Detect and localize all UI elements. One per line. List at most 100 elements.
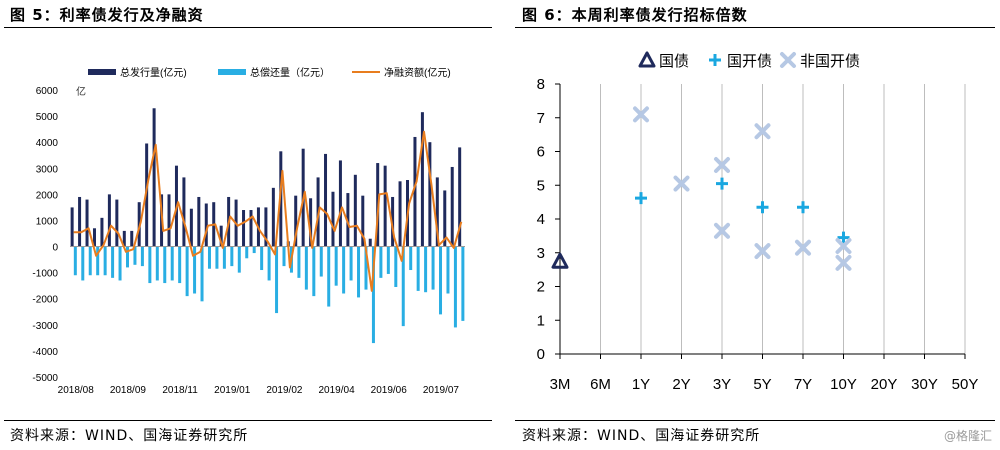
bid-multiple-scatter-chart: 0 1 2 3 4 5 6 7 8 3M 6M 1Y 2Y 3Y 5Y 7Y 10Y 20Y 30Y 50Y 国债 国开债… — [537, 51, 978, 393]
x-tick-label-6: 2019/06 — [371, 385, 408, 396]
repay-bar-9 — [140, 246, 144, 267]
x-tick-label-3: 2Y — [672, 376, 690, 393]
x-tick-label-3: 2019/01 — [214, 385, 251, 396]
repay-bar-5 — [111, 246, 115, 278]
repay-bar-6 — [118, 246, 122, 281]
repay-bar-34 — [327, 246, 331, 307]
repay-bar-45 — [409, 246, 413, 271]
y-tick-label-6: 0 — [52, 243, 58, 254]
repay-bar-33 — [319, 246, 323, 277]
issue-bar-52 — [458, 147, 462, 247]
issue-bar-34 — [324, 153, 328, 247]
repay-bar-23 — [245, 246, 249, 259]
x-tick-label-0: 3M — [550, 376, 571, 393]
point-2-2 — [714, 157, 730, 173]
repay-bar-40 — [371, 246, 375, 344]
y-tick-label-0: 6000 — [36, 86, 59, 97]
repay-bar-41 — [379, 246, 383, 278]
y-tick-label-3: 3 — [537, 245, 545, 262]
issue-bar-17 — [197, 196, 201, 247]
y-tick-label-1: 5000 — [36, 112, 59, 123]
issue-bar-37 — [346, 193, 350, 247]
y-tick-label-5: 1000 — [36, 216, 59, 227]
repay-bar-30 — [297, 246, 301, 278]
x-tick-label-1: 6M — [590, 376, 611, 393]
legend-label-2: 净融资额(亿元) — [384, 66, 451, 79]
issue-bar-6 — [115, 199, 119, 247]
issue-bar-32 — [309, 198, 313, 247]
x-tick-label-7: 2019/07 — [423, 385, 460, 396]
issue-bar-2 — [85, 199, 89, 247]
x-tick-label-8: 20Y — [871, 376, 898, 393]
issuance-bar-line-chart: 总发行量(亿元) 总偿还量（亿元） 净融资额(亿元) 亿 6000 5000 4000 300… — [32, 66, 465, 396]
issue-bar-18 — [204, 203, 208, 247]
y-tick-label-10: -4000 — [32, 347, 58, 358]
right-title-rule — [515, 27, 995, 28]
x-tick-label-0: 2018/08 — [58, 385, 95, 396]
left-source-rule — [4, 420, 492, 421]
repay-bar-10 — [148, 246, 152, 284]
point-2-1 — [673, 175, 690, 192]
legend-label-0: 国债 — [659, 53, 689, 70]
right-chart-title: 图 6：本周利率债发行招标倍数 — [522, 6, 748, 24]
repay-bar-42 — [386, 246, 390, 274]
y-tick-label-5: 5 — [537, 177, 545, 194]
issue-bar-40 — [368, 238, 372, 247]
repay-bar-7 — [125, 246, 129, 268]
repay-bar-50 — [446, 246, 450, 294]
repay-bar-52 — [461, 246, 465, 321]
repay-bar-17 — [200, 246, 204, 302]
y-tick-label-4: 2000 — [36, 190, 59, 201]
issue-bar-44 — [398, 181, 402, 247]
issue-bar-36 — [338, 160, 342, 247]
point-2-7 — [835, 238, 852, 254]
repay-bar-20 — [222, 246, 226, 269]
issue-bar-20 — [219, 225, 223, 247]
issue-bar-35 — [331, 191, 335, 247]
repay-bar-44 — [401, 246, 405, 327]
legend-marker-0 — [638, 51, 656, 68]
repay-bar-18 — [207, 246, 211, 269]
repay-bar-51 — [453, 246, 457, 328]
repay-bar-13 — [170, 246, 174, 281]
issue-bar-39 — [361, 195, 365, 247]
x-tick-label-5: 5Y — [753, 376, 771, 393]
issue-bar-1 — [78, 196, 82, 247]
issue-bar-49 — [435, 177, 439, 247]
repay-bar-8 — [133, 246, 137, 265]
repay-bar-49 — [439, 246, 443, 315]
y-tick-label-7: 7 — [537, 110, 545, 127]
issue-bar-27 — [271, 187, 275, 247]
issue-bar-5 — [107, 194, 111, 247]
issue-bar-4 — [100, 217, 104, 247]
left-source-note: 资料来源：WIND、国海证券研究所 — [10, 428, 249, 444]
repay-bar-12 — [163, 246, 167, 284]
legend-swatch-0 — [88, 69, 116, 75]
issue-bar-26 — [264, 207, 268, 247]
x-tick-label-9: 30Y — [911, 376, 938, 393]
legend-marker-1 — [709, 54, 721, 66]
repay-bar-16 — [193, 246, 197, 294]
point-1-4 — [837, 231, 850, 244]
point-2-0 — [633, 106, 649, 123]
issue-bar-50 — [443, 190, 447, 247]
issue-bar-43 — [391, 196, 395, 247]
point-2-3 — [714, 222, 730, 239]
y-tick-label-0: 0 — [537, 346, 545, 363]
issue-bar-0 — [70, 207, 74, 247]
repay-bar-27 — [275, 246, 279, 314]
repay-bar-3 — [96, 246, 100, 276]
repay-bar-39 — [364, 246, 368, 290]
point-2-4 — [754, 123, 771, 140]
issue-bar-15 — [182, 177, 186, 247]
issue-bar-24 — [249, 210, 253, 247]
repay-bar-21 — [230, 246, 234, 267]
repay-bar-31 — [304, 246, 308, 290]
legend-label-0: 总发行量(亿元) — [120, 66, 187, 79]
repay-bar-2 — [88, 246, 92, 276]
point-1-0 — [635, 192, 647, 205]
point-2-5 — [754, 243, 771, 260]
y-tick-label-4: 4 — [537, 211, 545, 228]
x-tick-label-4: 2019/02 — [266, 385, 303, 396]
left-title-rule — [4, 27, 492, 28]
